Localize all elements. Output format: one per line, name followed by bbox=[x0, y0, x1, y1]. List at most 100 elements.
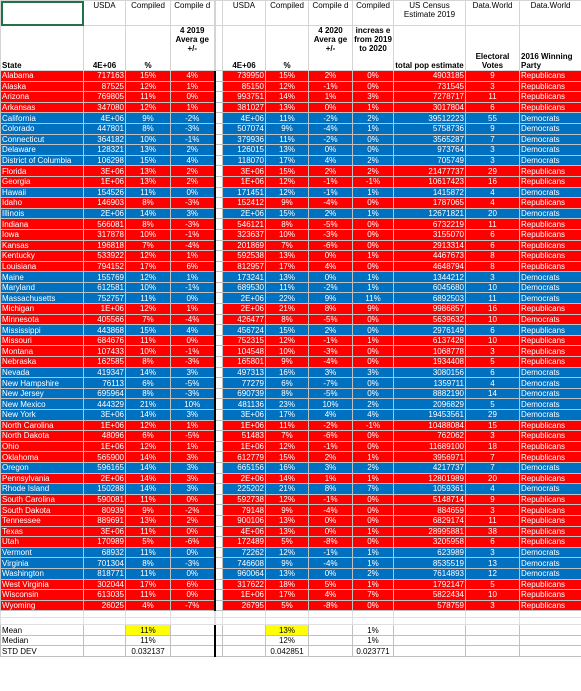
electoral-votes-cell[interactable]: 11 bbox=[465, 514, 520, 527]
usda-2020-cell[interactable]: 26795 bbox=[222, 599, 266, 612]
empty-cell[interactable] bbox=[213, 610, 223, 619]
electoral-votes-cell[interactable]: 29 bbox=[465, 165, 520, 177]
usda-2020-cell[interactable]: 4E+06 bbox=[222, 112, 266, 124]
avg-2020-cell[interactable]: -1% bbox=[308, 546, 353, 559]
empty-cell[interactable] bbox=[465, 610, 520, 619]
header-usda-2020-value[interactable]: 4E+06 bbox=[222, 25, 266, 71]
avg-2020-cell[interactable]: 10% bbox=[308, 398, 353, 410]
avg-2019-cell[interactable]: 3% bbox=[170, 472, 215, 485]
pct-2020-cell[interactable]: 22% bbox=[265, 292, 309, 305]
state-cell[interactable]: Georgia bbox=[0, 175, 84, 188]
avg-2019-cell[interactable]: -3% bbox=[170, 557, 215, 569]
party-cell[interactable]: Democrats bbox=[519, 557, 581, 569]
avg-2020-cell[interactable]: 2% bbox=[308, 70, 353, 82]
pop-cell[interactable]: 6137428 bbox=[393, 334, 466, 347]
pop-cell[interactable]: 3205958 bbox=[393, 536, 466, 548]
party-cell[interactable]: Republicans bbox=[519, 451, 581, 463]
party-cell[interactable]: Democrats bbox=[519, 133, 581, 146]
state-cell[interactable]: Vermont bbox=[0, 546, 84, 559]
increase-cell[interactable]: 0% bbox=[352, 387, 394, 400]
pct-2019-cell[interactable]: 8% bbox=[125, 387, 171, 400]
party-cell[interactable]: Democrats bbox=[519, 461, 581, 474]
usda-2019-cell[interactable]: 1E+06 bbox=[83, 303, 126, 315]
pct-2019-cell[interactable]: 11% bbox=[125, 91, 171, 103]
electoral-votes-cell[interactable]: 10 bbox=[465, 313, 520, 326]
usda-2019-cell[interactable]: 170989 bbox=[83, 536, 126, 548]
selected-cell[interactable] bbox=[0, 0, 84, 26]
pct-2020-cell[interactable]: 8% bbox=[265, 218, 309, 230]
increase-cell[interactable]: 2% bbox=[352, 165, 394, 177]
header-compiled-avg-2020[interactable]: Compile d bbox=[308, 0, 353, 26]
pop-cell[interactable]: 5148714 bbox=[393, 493, 466, 506]
usda-2019-cell[interactable]: 717163 bbox=[83, 70, 126, 82]
avg-2019-cell[interactable]: 2% bbox=[170, 144, 215, 156]
empty-cell[interactable] bbox=[83, 634, 126, 647]
pct-2019-cell[interactable]: 12% bbox=[125, 80, 171, 93]
party-cell[interactable]: Republicans bbox=[519, 589, 581, 601]
electoral-votes-cell[interactable]: 29 bbox=[465, 409, 520, 421]
electoral-votes-cell[interactable]: 6 bbox=[465, 228, 520, 241]
usda-2020-cell[interactable]: 3E+06 bbox=[222, 165, 266, 177]
increase-cell[interactable]: 0% bbox=[352, 493, 394, 506]
party-cell[interactable]: Democrats bbox=[519, 207, 581, 220]
party-cell[interactable]: Democrats bbox=[519, 292, 581, 305]
pop-cell[interactable]: 884659 bbox=[393, 504, 466, 516]
usda-2020-cell[interactable]: 201869 bbox=[222, 239, 266, 252]
empty-cell[interactable] bbox=[222, 645, 266, 658]
empty-cell[interactable] bbox=[170, 610, 215, 619]
header-increase[interactable]: increas e from 2019 to 2020 bbox=[352, 25, 394, 71]
state-cell[interactable]: Nevada bbox=[0, 366, 84, 379]
electoral-votes-cell[interactable]: 18 bbox=[465, 440, 520, 453]
electoral-votes-cell[interactable]: 11 bbox=[465, 218, 520, 230]
electoral-votes-cell[interactable]: 8 bbox=[465, 250, 520, 262]
summary-2020-value[interactable]: 13% bbox=[265, 624, 309, 636]
avg-2020-cell[interactable]: 2% bbox=[308, 165, 353, 177]
party-cell[interactable]: Republicans bbox=[519, 356, 581, 368]
usda-2019-cell[interactable]: 596165 bbox=[83, 461, 126, 474]
pct-2019-cell[interactable]: 11% bbox=[125, 186, 171, 199]
summary-2020-value[interactable]: 12% bbox=[265, 634, 309, 647]
pop-cell[interactable]: 12671821 bbox=[393, 207, 466, 220]
usda-2020-cell[interactable]: 4E+06 bbox=[222, 525, 266, 538]
pct-2019-cell[interactable]: 4% bbox=[125, 599, 171, 612]
pct-2020-cell[interactable]: 23% bbox=[265, 398, 309, 410]
pct-2019-cell[interactable]: 15% bbox=[125, 70, 171, 82]
pct-2019-cell[interactable]: 21% bbox=[125, 398, 171, 410]
pop-cell[interactable]: 9986857 bbox=[393, 303, 466, 315]
pct-2019-cell[interactable]: 10% bbox=[125, 228, 171, 241]
increase-cell[interactable]: 7% bbox=[352, 589, 394, 601]
electoral-votes-cell[interactable]: 11 bbox=[465, 292, 520, 305]
pct-2019-cell[interactable]: 8% bbox=[125, 197, 171, 209]
pop-cell[interactable]: 7614893 bbox=[393, 567, 466, 580]
header-compiled-2020[interactable]: Compiled bbox=[265, 0, 309, 26]
avg-2020-cell[interactable]: -4% bbox=[308, 122, 353, 135]
state-cell[interactable]: Louisiana bbox=[0, 260, 84, 273]
pop-cell[interactable]: 3017804 bbox=[393, 101, 466, 114]
increase-cell[interactable]: 1% bbox=[352, 472, 394, 485]
header-avg-2020[interactable]: 4 2020 Avera ge +/- bbox=[308, 25, 353, 71]
increase-cell[interactable]: 0% bbox=[352, 218, 394, 230]
header-census[interactable]: US Census Estimate 2019 bbox=[393, 0, 466, 26]
empty-cell[interactable] bbox=[170, 634, 215, 647]
increase-cell[interactable]: 0% bbox=[352, 80, 394, 93]
pct-2019-cell[interactable]: 13% bbox=[125, 144, 171, 156]
avg-2019-cell[interactable]: 3% bbox=[170, 409, 215, 421]
avg-2019-cell[interactable]: -3% bbox=[170, 197, 215, 209]
avg-2020-cell[interactable]: 1% bbox=[308, 91, 353, 103]
avg-2019-cell[interactable]: 6% bbox=[170, 260, 215, 273]
avg-2020-cell[interactable]: 1% bbox=[308, 472, 353, 485]
pct-2019-cell[interactable]: 12% bbox=[125, 250, 171, 262]
summary-2019-value[interactable]: 0.032137 bbox=[125, 645, 171, 658]
state-cell[interactable]: North Dakota bbox=[0, 430, 84, 442]
electoral-votes-cell[interactable]: 4 bbox=[465, 377, 520, 389]
electoral-votes-cell[interactable]: 38 bbox=[465, 525, 520, 538]
usda-2020-cell[interactable]: 173241 bbox=[222, 271, 266, 283]
electoral-votes-cell[interactable]: 3 bbox=[465, 430, 520, 442]
electoral-votes-cell[interactable]: 3 bbox=[465, 345, 520, 358]
avg-2020-cell[interactable]: -8% bbox=[308, 536, 353, 548]
pop-cell[interactable]: 731545 bbox=[393, 80, 466, 93]
state-cell[interactable]: Arizona bbox=[0, 91, 84, 103]
usda-2019-cell[interactable]: 701304 bbox=[83, 557, 126, 569]
increase-cell[interactable]: 0% bbox=[352, 440, 394, 453]
avg-2019-cell[interactable]: 0% bbox=[170, 525, 215, 538]
